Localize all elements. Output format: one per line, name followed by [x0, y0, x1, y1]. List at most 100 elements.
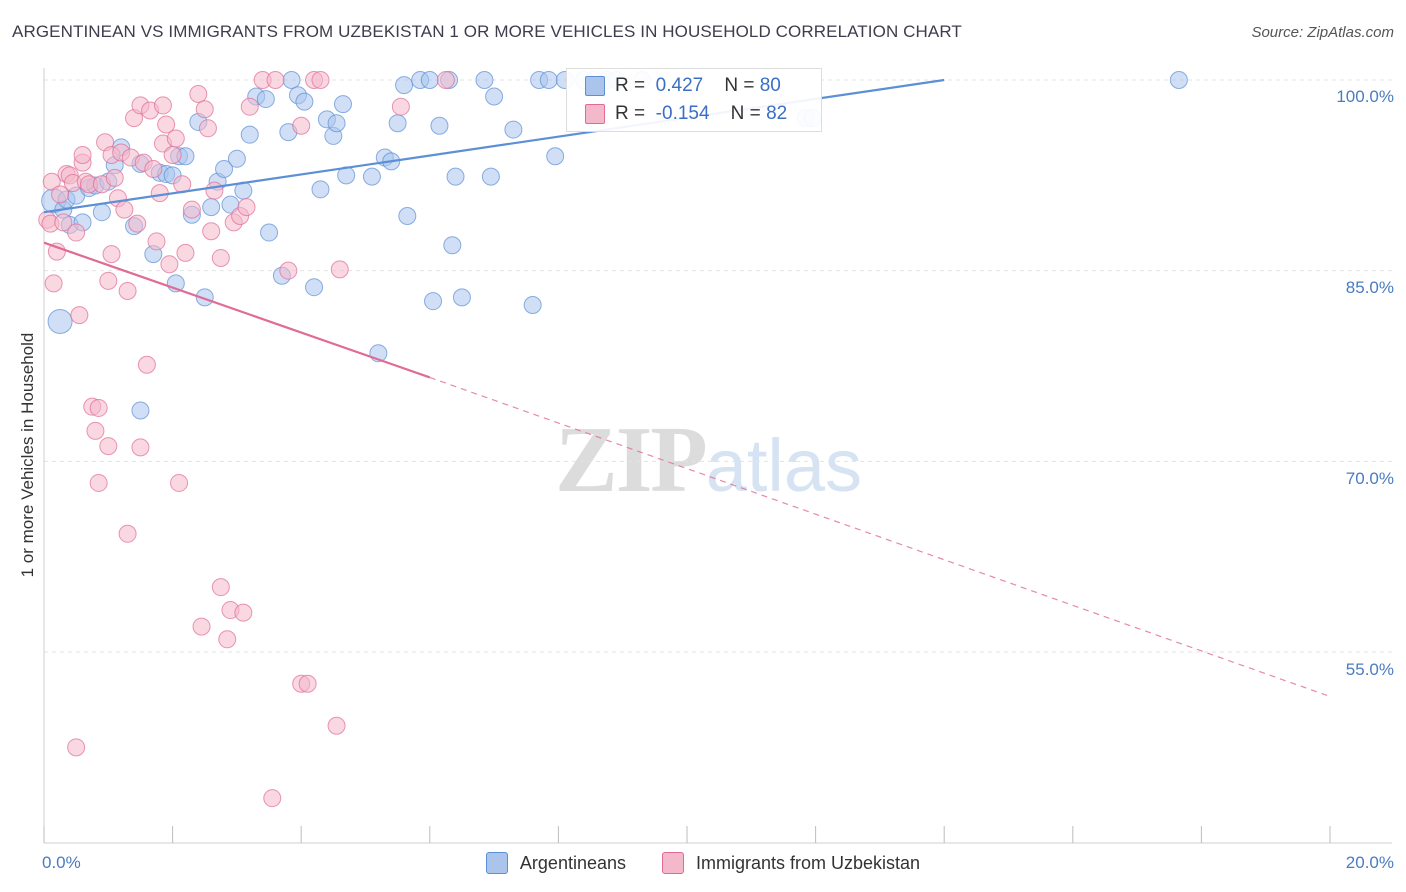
- argentinean-point: [446, 167, 465, 186]
- uzbekistan-point: [99, 271, 118, 290]
- argentinean-point: [227, 149, 246, 168]
- uzbekistan-point: [99, 437, 118, 456]
- uzbekistan-point: [292, 116, 311, 135]
- argentinean-point: [1169, 71, 1188, 89]
- uzbekistan-point: [279, 261, 298, 280]
- uzbekistan-point: [391, 97, 410, 116]
- legend-r-label: R =: [615, 103, 646, 124]
- uzbekistan-point: [47, 242, 66, 261]
- argentinean-point: [485, 87, 504, 106]
- legend-item-uzbekistan[interactable]: Immigrants from Uzbekistan: [662, 852, 920, 874]
- uzbekistan-point: [144, 159, 163, 178]
- argentinean-point: [546, 147, 565, 166]
- argentinean-point: [539, 71, 558, 89]
- uzbekistan-point: [311, 71, 330, 89]
- legend-item-argentineans[interactable]: Argentineans: [485, 852, 626, 874]
- legend-row-uzbekistan: R = -0.154 N = 82: [585, 101, 787, 127]
- uzbekistan-point: [67, 223, 86, 242]
- uzbekistan-point: [128, 214, 147, 233]
- uzbekistan-point: [211, 578, 230, 597]
- argentinean-point: [215, 159, 234, 178]
- argentinean-point: [475, 71, 494, 89]
- argentinean-point: [295, 92, 314, 111]
- argentinean-point: [202, 198, 221, 217]
- uzbekistan-trend-extension: [429, 376, 1331, 698]
- uzbekistan-point: [89, 398, 108, 417]
- legend-row-argentineans: R = 0.427 N = 80: [585, 73, 781, 99]
- uzbekistan-point: [182, 200, 201, 219]
- argentinean-point: [256, 90, 275, 109]
- uzbekistan-point: [89, 473, 108, 492]
- argentinean-point: [452, 288, 471, 307]
- argentinean-point: [305, 278, 324, 297]
- argentinean-point: [481, 167, 500, 186]
- uzbekistan-point: [115, 200, 134, 219]
- x-tick-label-max: 20.0%: [1345, 853, 1394, 872]
- uzbekistan-point: [118, 524, 137, 543]
- argentinean-point: [430, 116, 449, 135]
- legend-n-value: 80: [759, 75, 781, 96]
- uzbekistan-point: [176, 243, 195, 262]
- argentinean-point: [398, 207, 417, 226]
- uzbekistan-point: [147, 232, 166, 251]
- legend-n-label: N =: [724, 75, 755, 96]
- uzbekistan-point: [42, 172, 61, 191]
- uzbekistan-point: [240, 97, 259, 116]
- series-legend: Argentineans Immigrants from Uzbekistan: [0, 852, 1406, 874]
- y-tick-label: 55.0%: [1345, 660, 1394, 679]
- uzbekistan-point: [166, 129, 185, 148]
- argentinean-point: [395, 76, 414, 95]
- uzbekistan-point: [105, 168, 124, 187]
- argentinean-point: [420, 71, 439, 89]
- argentinean-point: [240, 125, 259, 144]
- uzbekistan-point: [237, 198, 256, 217]
- uzbekistan-point: [189, 84, 208, 103]
- legend-swatch-pink: [662, 852, 684, 874]
- y-tick-label: 100.0%: [1336, 87, 1394, 106]
- legend-r-value: 0.427: [655, 75, 704, 96]
- uzbekistan-point: [73, 145, 92, 164]
- uzbekistan-point: [70, 306, 89, 325]
- argentinean-point: [47, 309, 73, 335]
- uzbekistan-point: [195, 100, 214, 119]
- argentinean-point: [443, 236, 462, 255]
- uzbekistan-point: [436, 71, 455, 89]
- argentinean-point: [504, 120, 523, 139]
- argentinean-point: [282, 71, 301, 89]
- uzbekistan-trend-line: [43, 241, 431, 379]
- uzbekistan-point: [163, 145, 182, 164]
- uzbekistan-point: [54, 213, 73, 232]
- uzbekistan-point: [327, 716, 346, 735]
- correlation-legend: R = 0.427 N = 80 R = -0.154 N = 82: [566, 68, 822, 132]
- uzbekistan-point: [234, 603, 253, 622]
- argentinean-point: [523, 295, 542, 314]
- uzbekistan-point: [205, 181, 224, 200]
- uzbekistan-point: [102, 245, 121, 264]
- argentinean-point: [311, 180, 330, 199]
- legend-label: Immigrants from Uzbekistan: [696, 852, 921, 873]
- legend-n-label: N =: [730, 103, 761, 124]
- legend-r-value: -0.154: [655, 103, 710, 124]
- legend-n-value: 82: [766, 103, 788, 124]
- uzbekistan-point: [202, 222, 221, 241]
- uzbekistan-point: [298, 674, 317, 693]
- uzbekistan-point: [266, 71, 285, 89]
- uzbekistan-point: [44, 274, 63, 293]
- source-label: Source: ZipAtlas.com: [1251, 24, 1394, 41]
- uzbekistan-point: [157, 115, 176, 134]
- chart-title: ARGENTINEAN VS IMMIGRANTS FROM UZBEKISTA…: [12, 22, 962, 41]
- uzbekistan-point: [150, 184, 169, 203]
- uzbekistan-point: [170, 473, 189, 492]
- uzbekistan-point: [263, 789, 282, 808]
- legend-swatch-blue: [585, 76, 605, 96]
- argentinean-point: [333, 95, 352, 114]
- legend-label: Argentineans: [519, 852, 626, 873]
- argentinean-point: [131, 401, 150, 420]
- legend-swatch-blue: [485, 852, 508, 874]
- uzbekistan-point: [137, 355, 156, 374]
- argentinean-point: [362, 167, 381, 186]
- argentinean-point: [92, 203, 111, 222]
- y-tick-label: 85.0%: [1345, 278, 1394, 297]
- uzbekistan-point: [198, 119, 217, 138]
